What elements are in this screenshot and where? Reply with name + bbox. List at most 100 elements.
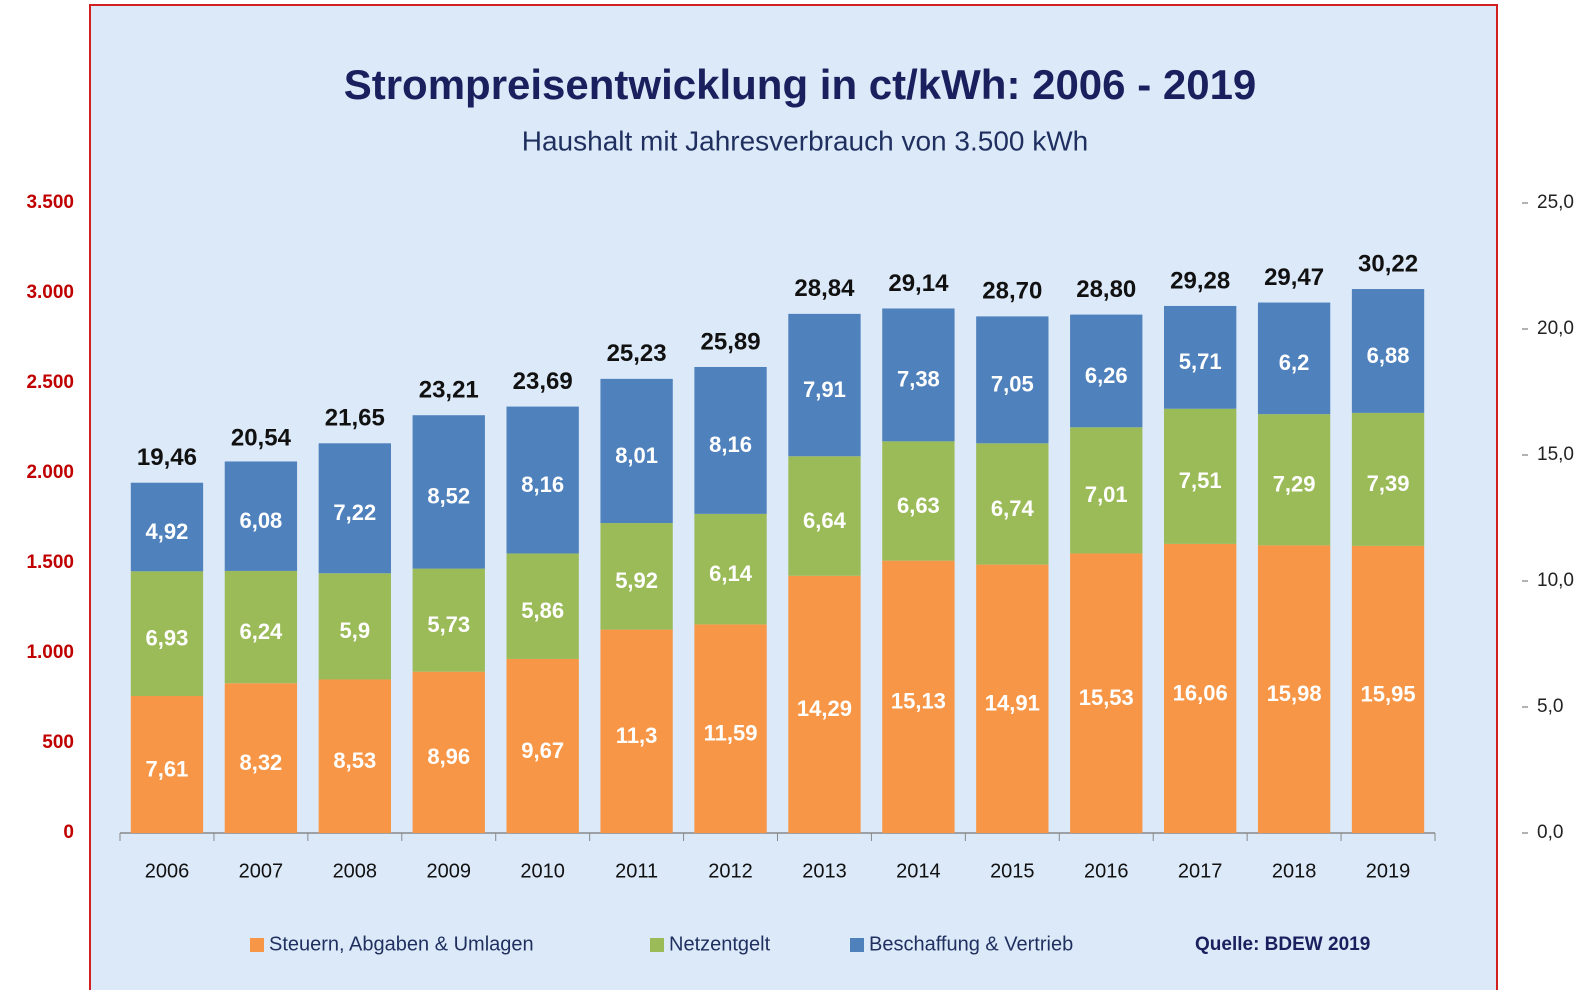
legend-swatch bbox=[850, 938, 864, 952]
value-label: 6,63 bbox=[897, 493, 940, 518]
bar-segment bbox=[882, 308, 955, 442]
legend-swatch bbox=[250, 938, 264, 952]
y-tick-label: 3.000 bbox=[26, 282, 74, 303]
x-tick-label: 2014 bbox=[896, 860, 941, 882]
y-tick-label: 500 bbox=[42, 732, 74, 753]
legend-label: Steuern, Abgaben & Umlagen bbox=[269, 933, 534, 955]
y2-tick-label: 5,0 bbox=[1537, 696, 1563, 717]
total-label: 30,22 bbox=[1358, 250, 1418, 277]
value-label: 8,52 bbox=[427, 484, 470, 509]
bar-segment bbox=[318, 573, 391, 680]
x-tick-label: 2006 bbox=[145, 860, 190, 882]
y2-tick-label: 0,0 bbox=[1537, 822, 1563, 843]
x-tick-label: 2013 bbox=[802, 860, 847, 882]
bar-segment bbox=[1164, 543, 1237, 833]
chart-title: Strompreisentwicklung in ct/kWh: 2006 - … bbox=[344, 61, 1257, 108]
bar-segment bbox=[694, 624, 767, 833]
value-label: 7,38 bbox=[897, 367, 940, 392]
x-tick-label: 2018 bbox=[1272, 860, 1317, 882]
bar-segment bbox=[1070, 427, 1143, 554]
bar-segment bbox=[1257, 414, 1331, 546]
value-label: 6,08 bbox=[239, 508, 282, 533]
value-label: 6,24 bbox=[239, 619, 283, 644]
y-tick-label: 1.500 bbox=[26, 552, 74, 573]
bar-segment bbox=[1257, 545, 1331, 833]
value-label: 6,2 bbox=[1279, 350, 1310, 375]
bar-segment bbox=[976, 316, 1049, 444]
x-tick-label: 2016 bbox=[1084, 860, 1129, 882]
value-label: 7,01 bbox=[1085, 482, 1128, 507]
value-label: 5,86 bbox=[521, 598, 564, 623]
value-label: 6,88 bbox=[1367, 343, 1410, 368]
value-label: 7,91 bbox=[803, 377, 846, 402]
value-label: 9,67 bbox=[521, 738, 564, 763]
x-tick-label: 2019 bbox=[1366, 860, 1411, 882]
total-label: 21,65 bbox=[325, 405, 385, 432]
bar-segment bbox=[1351, 289, 1425, 413]
value-label: 8,16 bbox=[709, 432, 752, 457]
value-label: 6,14 bbox=[709, 561, 753, 586]
x-tick-label: 2010 bbox=[520, 860, 565, 882]
bar-segment bbox=[600, 629, 673, 833]
bar-segment bbox=[694, 513, 767, 625]
value-label: 7,39 bbox=[1367, 471, 1410, 496]
value-label: 5,71 bbox=[1179, 349, 1222, 374]
total-label: 23,69 bbox=[513, 368, 573, 395]
legend-label: Beschaffung & Vertrieb bbox=[869, 933, 1073, 955]
total-label: 19,46 bbox=[137, 444, 197, 471]
value-label: 6,26 bbox=[1085, 363, 1128, 388]
bar-segment bbox=[882, 441, 955, 561]
y-tick-label: 2.500 bbox=[26, 372, 74, 393]
x-tick-label: 2008 bbox=[333, 860, 378, 882]
total-label: 28,70 bbox=[982, 278, 1042, 305]
value-label: 7,29 bbox=[1273, 472, 1316, 497]
bar-segment bbox=[318, 679, 391, 833]
y2-tick-label: 10,0 bbox=[1537, 570, 1574, 591]
bar-segment bbox=[506, 406, 579, 554]
value-label: 6,93 bbox=[146, 625, 189, 650]
total-label: 28,80 bbox=[1076, 276, 1136, 303]
y-tick-label: 1.000 bbox=[26, 642, 74, 663]
y-tick-label: 3.500 bbox=[26, 192, 74, 213]
source-note: Quelle: BDEW 2019 bbox=[1195, 934, 1370, 955]
value-label: 7,51 bbox=[1179, 468, 1222, 493]
chart-subtitle: Haushalt mit Jahresverbrauch von 3.500 k… bbox=[522, 125, 1089, 156]
value-label: 15,95 bbox=[1361, 681, 1416, 706]
value-label: 4,92 bbox=[146, 519, 189, 544]
value-label: 11,3 bbox=[616, 723, 658, 748]
bar-segment bbox=[600, 523, 673, 630]
legend-swatch bbox=[650, 938, 664, 952]
value-label: 7,61 bbox=[146, 756, 189, 781]
value-label: 7,05 bbox=[991, 372, 1034, 397]
bar-segment bbox=[224, 683, 298, 833]
value-label: 14,91 bbox=[985, 691, 1040, 716]
value-label: 8,16 bbox=[521, 472, 564, 497]
bar-segment bbox=[1351, 412, 1425, 546]
y2-tick-label: 25,0 bbox=[1537, 192, 1574, 213]
total-label: 20,54 bbox=[231, 425, 292, 452]
bar-segment bbox=[600, 378, 673, 524]
bar-segment bbox=[788, 313, 861, 457]
x-tick-label: 2007 bbox=[239, 860, 284, 882]
value-label: 8,53 bbox=[333, 748, 376, 773]
value-label: 16,06 bbox=[1173, 680, 1228, 705]
bar-segment bbox=[976, 564, 1049, 833]
value-label: 8,96 bbox=[427, 744, 470, 769]
value-label: 14,29 bbox=[797, 696, 852, 721]
total-label: 29,14 bbox=[888, 270, 949, 297]
value-label: 15,53 bbox=[1079, 685, 1134, 710]
bar-segment bbox=[1257, 302, 1331, 415]
bar-segment bbox=[412, 415, 485, 569]
value-label: 8,32 bbox=[239, 750, 282, 775]
bar-segment bbox=[976, 443, 1049, 565]
value-label: 11,59 bbox=[704, 721, 758, 746]
bar-segment bbox=[1070, 553, 1143, 833]
bar-segment bbox=[506, 553, 579, 659]
bar-segment bbox=[506, 658, 579, 833]
value-label: 5,9 bbox=[340, 618, 371, 643]
x-tick-label: 2012 bbox=[708, 860, 753, 882]
bar-segment bbox=[882, 560, 955, 833]
bar-segment bbox=[1070, 314, 1143, 428]
total-label: 29,28 bbox=[1170, 267, 1230, 294]
